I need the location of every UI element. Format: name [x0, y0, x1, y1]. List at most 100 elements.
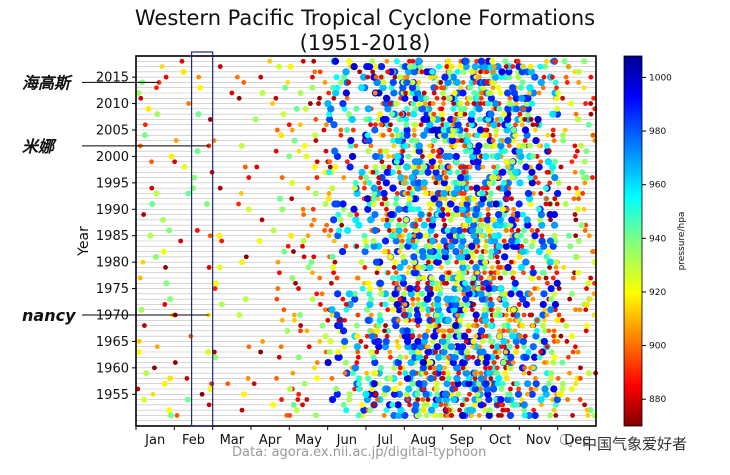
data-point	[479, 190, 486, 197]
data-point	[377, 185, 383, 191]
data-point	[433, 233, 439, 239]
data-point	[487, 322, 494, 329]
data-point	[429, 216, 437, 224]
data-point	[366, 290, 373, 297]
y-tick-label: 1965	[96, 335, 129, 350]
data-point	[397, 381, 403, 387]
data-point	[472, 263, 480, 272]
data-point	[465, 375, 472, 382]
data-point	[470, 286, 476, 291]
data-point	[570, 349, 576, 355]
data-point	[552, 196, 558, 202]
data-point	[551, 138, 557, 143]
data-point	[515, 200, 523, 208]
data-point	[464, 216, 473, 224]
data-point	[468, 110, 476, 118]
data-point	[394, 339, 400, 344]
data-point	[395, 164, 402, 170]
data-point	[382, 301, 389, 308]
data-point	[433, 85, 439, 91]
data-point	[379, 201, 385, 207]
data-point	[403, 391, 410, 398]
data-point	[470, 195, 477, 202]
data-point	[500, 407, 506, 413]
data-point	[149, 201, 156, 207]
data-point	[442, 365, 448, 371]
data-point	[380, 189, 388, 198]
data-point	[497, 142, 505, 150]
data-point	[296, 148, 302, 154]
data-point	[490, 85, 496, 91]
data-point	[437, 159, 443, 165]
data-point	[416, 164, 422, 170]
data-point	[554, 317, 561, 324]
data-point	[505, 328, 511, 334]
data-point	[408, 190, 415, 197]
data-point	[556, 312, 562, 318]
data-point	[163, 74, 169, 80]
data-point	[444, 302, 450, 307]
data-point	[387, 210, 395, 219]
data-point	[407, 306, 414, 313]
data-point	[518, 94, 526, 102]
data-point	[397, 296, 403, 302]
data-point	[405, 270, 411, 276]
data-point	[368, 296, 375, 303]
data-point	[542, 63, 549, 70]
data-point	[547, 180, 553, 186]
data-point	[483, 132, 490, 139]
data-point	[554, 105, 561, 112]
data-point	[550, 275, 556, 281]
data-point	[462, 57, 470, 65]
data-point	[194, 228, 200, 233]
data-point	[403, 163, 411, 171]
data-point	[369, 58, 376, 65]
data-point	[421, 164, 428, 170]
data-point	[334, 275, 340, 281]
data-point	[584, 286, 589, 291]
data-point	[505, 164, 511, 170]
data-point	[159, 64, 165, 69]
data-point	[347, 211, 354, 218]
data-point	[411, 121, 418, 128]
data-point	[465, 322, 472, 329]
data-point	[286, 153, 293, 160]
data-point	[405, 385, 413, 393]
data-point	[334, 353, 342, 361]
data-point	[448, 63, 455, 70]
data-point	[371, 402, 377, 408]
data-point	[420, 264, 427, 271]
data-point	[551, 173, 559, 182]
data-point	[443, 407, 449, 413]
data-point	[525, 411, 533, 420]
data-point	[415, 397, 421, 402]
data-point	[363, 164, 369, 170]
data-point	[395, 317, 401, 323]
data-point	[396, 286, 402, 291]
data-point	[524, 380, 532, 388]
data-point	[578, 376, 583, 381]
data-point	[509, 196, 514, 202]
data-point	[388, 216, 395, 223]
data-point	[400, 233, 406, 239]
data-point	[503, 349, 509, 355]
data-point	[381, 248, 388, 255]
data-point	[275, 259, 281, 265]
data-point	[497, 285, 504, 292]
data-point	[456, 333, 463, 340]
data-point	[483, 249, 489, 254]
data-point	[203, 201, 210, 207]
data-point	[481, 311, 489, 319]
data-point	[405, 397, 411, 402]
data-point	[376, 316, 384, 324]
data-point	[293, 105, 300, 112]
data-point	[384, 206, 389, 212]
data-point	[383, 148, 390, 155]
data-point	[427, 101, 433, 106]
data-point	[252, 116, 259, 123]
data-point	[381, 343, 390, 351]
data-point	[344, 226, 352, 235]
data-point	[154, 85, 159, 91]
data-point	[415, 147, 423, 155]
data-point	[480, 286, 486, 291]
